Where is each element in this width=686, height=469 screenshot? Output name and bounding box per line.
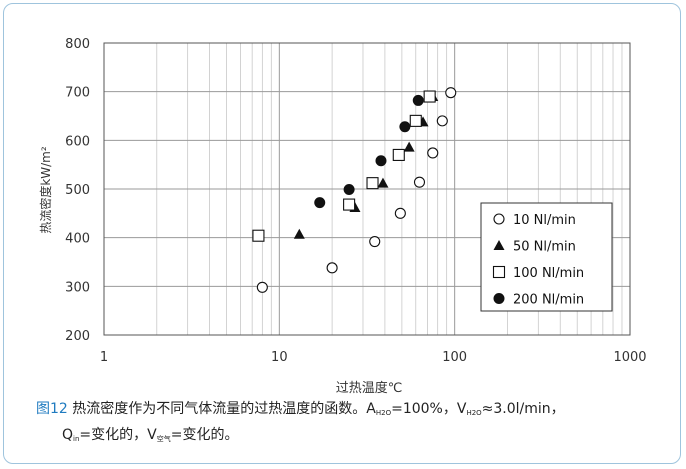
data-point-square-open [392,148,405,161]
legend-marker [493,293,505,304]
data-point-triangle-filled [377,177,389,188]
legend-label: 100 Nl/min [513,266,584,281]
plot-border [103,42,631,336]
legend-marker [493,240,505,250]
data-point-square-open [423,90,436,103]
y-tick-label: 700 [65,86,90,101]
y-tick-label: 500 [65,183,90,198]
data-point-circle-filled [343,183,355,195]
data-point-circle-filled [314,197,326,209]
data-point-square-open [409,114,422,127]
y-tick-label: 300 [65,280,90,295]
x-tick-label: 1 [100,350,108,365]
scatter-chart: 1 10 100 1000 200 300 400 500 600 700 800 10 Nl/mi… [38,37,647,395]
y-axis-label: 热流密度kW/m² [38,146,53,234]
caption-sub-4: 空气 [156,435,171,443]
data-points [252,87,457,293]
x-tick-label: 100 [442,350,467,365]
caption-sub-3: in [73,435,80,443]
caption-text-1: 热流密度作为不同气体流量的过热温度的函数。A [72,401,376,417]
data-point-circle-open [427,147,439,159]
caption-text-2: =100%，V [391,401,467,417]
data-point-square-open [343,198,356,211]
legend: 10 Nl/min 50 Nl/min 100 Nl/min 200 Nl/min [480,202,613,312]
legend-label: 50 Nl/min [513,240,576,255]
caption-sub-1: H2O [375,409,392,417]
data-point-square-open [366,177,379,190]
legend-label: 200 Nl/min [513,293,584,308]
caption-text-6: =变化的。 [170,427,239,443]
caption-text-5: =变化的，V [79,427,157,443]
data-point-circle-open [413,176,426,188]
data-point-circle-open [394,207,406,219]
data-point-circle-open [369,236,381,248]
caption-text-3: ≈3.0l/min， [481,401,565,417]
x-axis-label: 过热温度℃ [336,380,403,395]
x-tick-label: 1000 [613,350,646,365]
data-point-circle-filled [375,155,387,167]
caption-text-4: Q [62,427,74,443]
legend-marker [492,265,506,279]
legend-label: 10 Nl/min [513,213,576,228]
axes: 1 10 100 1000 200 300 400 500 600 700 800 [65,37,646,365]
caption-sub-2: H2O [466,409,482,417]
figure-number: 图12 [36,401,68,417]
figure-caption: 图12 热流密度作为不同气体流量的过热温度的函数。AH2O=100%，VH2O≈… [36,398,636,450]
data-point-triangle-filled [403,141,415,152]
y-tick-label: 800 [65,37,90,52]
data-point-circle-open [445,87,457,99]
x-tick-label: 10 [271,350,288,365]
data-point-circle-open [256,281,268,293]
data-point-circle-open [436,115,448,127]
data-point-circle-filled [399,121,411,133]
data-point-triangle-filled [293,228,305,239]
y-tick-label: 200 [65,329,90,344]
data-point-square-open [252,229,265,242]
y-tick-label: 600 [65,134,90,149]
legend-marker [493,213,505,225]
data-point-circle-open [326,262,338,274]
data-point-circle-filled [412,94,424,106]
y-tick-label: 400 [65,232,90,247]
